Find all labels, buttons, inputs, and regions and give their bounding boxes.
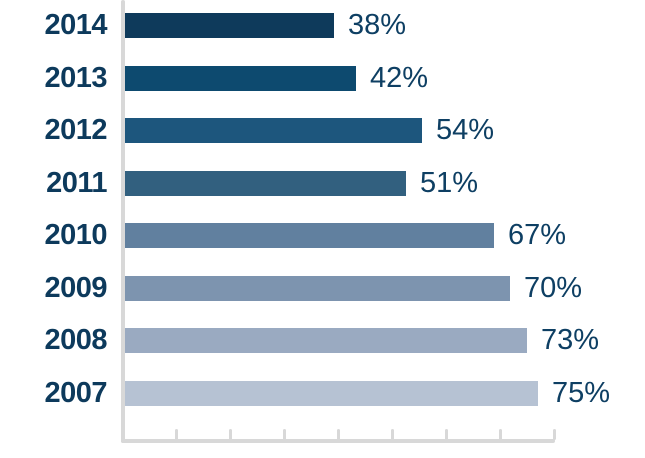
x-axis-tick <box>283 429 286 440</box>
value-label: 54% <box>436 114 495 146</box>
category-label: 2012 <box>44 114 107 146</box>
category-label: 2013 <box>44 62 107 94</box>
category-label: 2011 <box>46 167 107 199</box>
value-label: 38% <box>348 9 407 41</box>
x-axis-tick <box>499 429 502 440</box>
category-label: 2014 <box>44 9 107 41</box>
bar <box>125 223 494 248</box>
value-label: 51% <box>420 167 479 199</box>
x-axis-tick <box>229 429 232 440</box>
bar <box>125 381 538 406</box>
x-axis-tick <box>175 429 178 440</box>
category-label: 2007 <box>44 377 107 409</box>
value-label: 73% <box>541 324 600 356</box>
x-axis-line <box>121 439 555 443</box>
bar <box>125 66 356 91</box>
value-label: 70% <box>524 272 583 304</box>
x-axis-tick <box>553 429 556 440</box>
category-label: 2008 <box>44 324 107 356</box>
x-axis-tick <box>337 429 340 440</box>
bar <box>125 118 422 143</box>
y-axis-line <box>121 0 125 443</box>
bar <box>125 276 510 301</box>
bar <box>125 171 406 196</box>
value-label: 75% <box>552 377 611 409</box>
value-label: 42% <box>370 62 429 94</box>
category-label: 2009 <box>44 272 107 304</box>
bar <box>125 328 527 353</box>
value-label: 67% <box>508 219 567 251</box>
x-axis-tick <box>445 429 448 440</box>
x-axis-tick <box>391 429 394 440</box>
category-label: 2010 <box>44 219 107 251</box>
bar <box>125 13 334 38</box>
